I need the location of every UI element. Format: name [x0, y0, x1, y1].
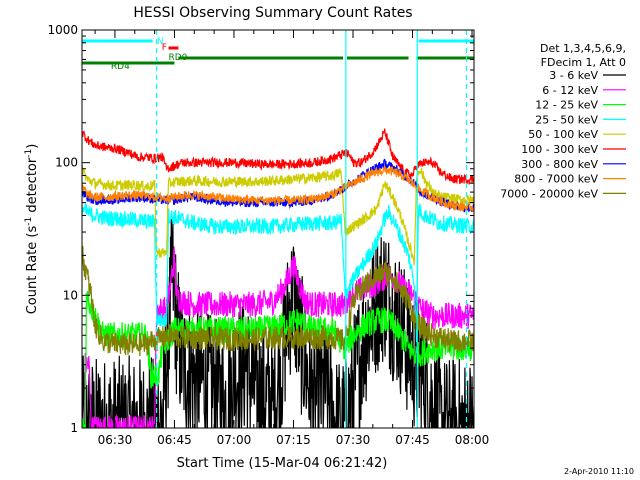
- x-tick-label-4: 07:30: [336, 433, 371, 447]
- x-tick-label-0: 06:30: [98, 433, 133, 447]
- legend-entry-label-5: 100 - 300 keV: [521, 143, 598, 156]
- series-line-2: [82, 290, 474, 428]
- y-tick-label-2: 100: [55, 156, 78, 170]
- legend-entry-label-3: 25 - 50 keV: [535, 113, 598, 126]
- legend-header-1: FDecim 1, Att 0: [541, 56, 626, 69]
- legend-entry-label-8: 7000 - 20000 keV: [500, 187, 598, 200]
- series-line-7: [82, 165, 474, 214]
- legend-entry-label-2: 12 - 25 keV: [535, 99, 598, 112]
- plot-frame: [81, 29, 475, 429]
- series-line-1: [82, 247, 474, 428]
- x-tick-label-2: 07:00: [217, 433, 252, 447]
- y-tick-label-0: 1: [70, 421, 78, 435]
- legend-entry-label-4: 50 - 100 keV: [528, 128, 598, 141]
- x-tick-label-1: 06:45: [157, 433, 192, 447]
- x-tick-label-6: 08:00: [455, 433, 490, 447]
- x-tick-label-5: 07:45: [395, 433, 430, 447]
- legend: Det 1,3,4,5,6,9,FDecim 1, Att 03 - 6 keV…: [500, 42, 626, 200]
- x-tick-label-3: 07:15: [276, 433, 311, 447]
- series-line-3: [82, 203, 474, 343]
- footer-date: 2-Apr-2010 11:10: [564, 467, 634, 476]
- legend-entry-label-1: 6 - 12 keV: [542, 84, 598, 97]
- flag-label-f: F: [162, 43, 167, 53]
- series-layer: [82, 128, 474, 428]
- y-tick-label-3: 1000: [47, 23, 78, 37]
- series-line-8: [82, 245, 474, 357]
- legend-entry-label-7: 800 - 7000 keV: [514, 173, 598, 186]
- legend-header-0: Det 1,3,4,5,6,9,: [540, 42, 626, 55]
- legend-entry-label-6: 300 - 800 keV: [521, 158, 598, 171]
- y-axis-label: Count Rate (s-1 detector-1): [24, 144, 40, 315]
- series-line-4: [82, 165, 474, 266]
- legend-entry-label-0: 3 - 6 keV: [549, 69, 598, 82]
- flag-label-rd0: RD0: [168, 53, 187, 63]
- axes: 06:30 06:45 07:00 07:15 07:30 07:45 08:00 1 10 10…: [47, 23, 489, 447]
- y-tick-label-1: 10: [63, 288, 78, 302]
- flag-label-n: N: [157, 37, 164, 47]
- chart-title: HESSI Observing Summary Count Rates: [133, 5, 412, 21]
- flag-label-rd4: RD4: [111, 62, 130, 72]
- series-line-0: [82, 218, 474, 428]
- x-axis-label: Start Time (15-Mar-04 06:21:42): [177, 456, 388, 471]
- attenuator-lines: [155, 30, 468, 428]
- series-line-5: [82, 128, 474, 186]
